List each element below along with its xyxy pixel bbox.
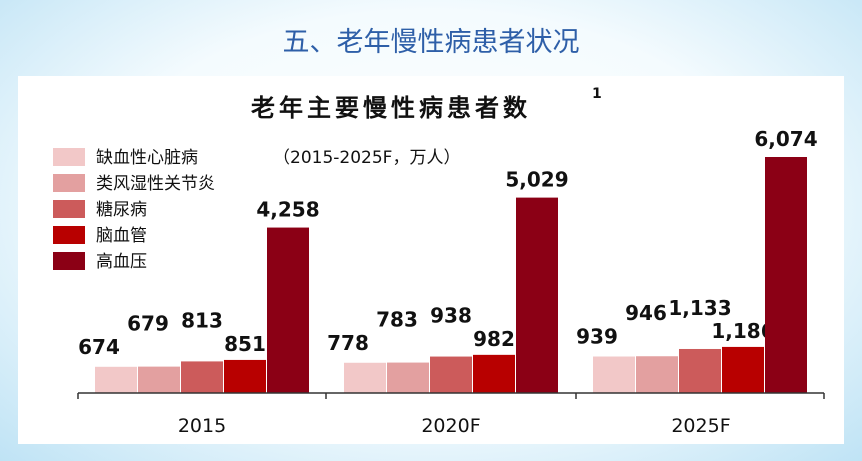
bar (473, 354, 515, 393)
data-label: 674 (78, 335, 120, 359)
data-label: 1,133 (668, 296, 731, 320)
tick-label: 2020F (421, 415, 480, 437)
bar (95, 366, 137, 393)
bar (636, 356, 678, 393)
bar (430, 356, 472, 393)
legend-swatch (53, 252, 85, 270)
data-label: 4,258 (256, 198, 319, 222)
chart-title-superscript: 1 (592, 86, 602, 102)
data-label: 1,186 (711, 319, 774, 343)
bar (344, 362, 386, 393)
bar (181, 361, 223, 393)
legend-label: 类风湿性关节炎 (96, 174, 215, 194)
data-label: 938 (430, 304, 472, 328)
legend-swatch (53, 148, 85, 166)
legend-swatch (53, 226, 85, 244)
data-label: 939 (576, 325, 618, 349)
bar (138, 366, 180, 393)
slide-title: 五、老年慢性病患者状况 (282, 27, 580, 58)
bar (593, 356, 635, 393)
chart-panel: 老年主要慢性病患者数 1 （2015-2025F，万人） 缺血性心脏病 类风湿性关… (18, 76, 844, 444)
bar (679, 348, 721, 393)
data-label: 946 (625, 301, 667, 325)
tick-label: 2025F (671, 415, 730, 437)
legend-label: 高血压 (96, 252, 147, 272)
bar (516, 197, 558, 393)
data-label: 6,074 (754, 127, 817, 151)
chart: 老年主要慢性病患者数 1 （2015-2025F，万人） 缺血性心脏病类风湿性关… (53, 86, 825, 437)
legend-label: 糖尿病 (96, 200, 147, 220)
x-axis: 2015 2020F 2025F (77, 392, 825, 437)
bar (722, 346, 764, 393)
tick-label: 2015 (178, 415, 226, 437)
data-label: 851 (224, 332, 266, 356)
bar (267, 227, 309, 393)
legend-label: 脑血管 (96, 226, 147, 246)
bar (765, 157, 807, 393)
data-label: 679 (127, 312, 169, 336)
data-label: 813 (181, 308, 223, 332)
data-label: 778 (327, 331, 369, 355)
data-label: 982 (473, 327, 515, 351)
legend-swatch (53, 200, 85, 218)
legend-label: 缺血性心脏病 (96, 148, 198, 168)
data-label: 783 (376, 308, 418, 332)
bar (224, 359, 266, 393)
data-label: 5,029 (505, 168, 568, 192)
legend-swatch (53, 174, 85, 192)
chart-subtitle: （2015-2025F，万人） (273, 148, 460, 168)
bar (387, 362, 429, 393)
chart-title: 老年主要慢性病患者数 (251, 93, 531, 122)
